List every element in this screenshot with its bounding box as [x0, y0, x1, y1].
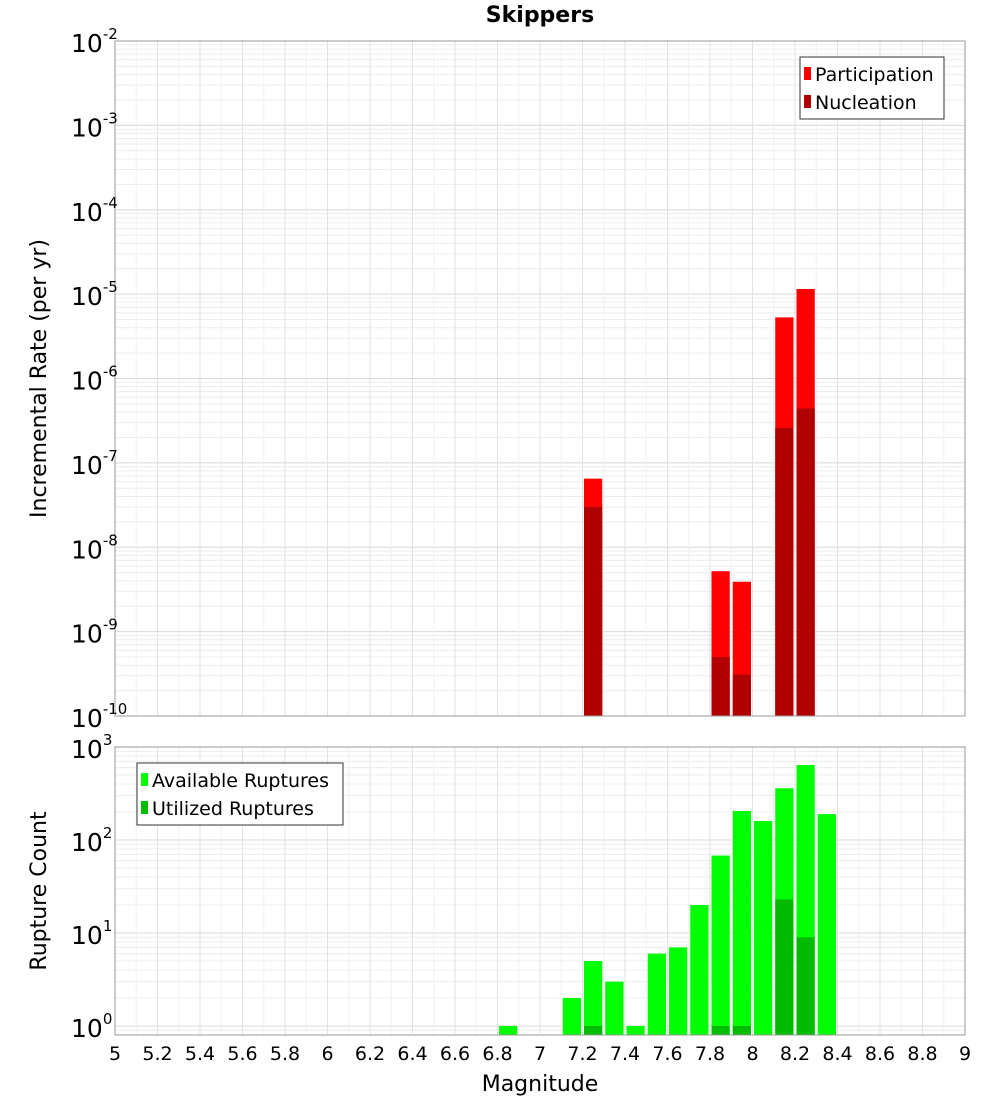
x-tick-label: 7 — [534, 1043, 546, 1065]
x-tick-label: 5 — [109, 1043, 121, 1065]
y-tick-label: 10-10 — [71, 700, 127, 733]
legend-swatch — [141, 773, 148, 786]
bar-secondary — [732, 674, 751, 716]
bar-secondary — [711, 657, 730, 716]
y-axis-label: Rupture Count — [27, 811, 52, 971]
bar-primary — [605, 981, 624, 1035]
x-tick-label: 8.2 — [780, 1043, 810, 1065]
plot-frame — [114, 40, 966, 717]
bar-secondary — [796, 408, 815, 716]
x-tick-label: 7.6 — [652, 1043, 682, 1065]
x-tick-label: 6.2 — [355, 1043, 385, 1065]
y-axis-label: Incremental Rate (per yr) — [27, 239, 52, 518]
y-tick-label: 102 — [71, 824, 112, 857]
x-tick-label: 5.4 — [185, 1043, 215, 1065]
panel-2: 100 101 102 103 Rupture Count Available Ruptu… — [27, 731, 966, 1043]
bar-primary — [584, 960, 603, 1035]
legend-label: Available Ruptures — [152, 770, 329, 792]
x-tick-label: 7.8 — [695, 1043, 725, 1065]
bar-secondary — [775, 427, 794, 716]
bar-primary — [732, 811, 751, 1035]
x-tick-label: 5.6 — [227, 1043, 257, 1065]
chart-title: Skippers — [486, 3, 594, 28]
x-tick-label: 7.2 — [567, 1043, 597, 1065]
y-tick-label: 10-2 — [71, 25, 118, 58]
bar-secondary — [584, 506, 603, 716]
bar-secondary — [775, 899, 794, 1035]
x-tick-label: 8.6 — [865, 1043, 895, 1065]
bar-primary — [690, 904, 709, 1035]
y-tick-label: 10-6 — [71, 363, 118, 396]
legend-label: Nucleation — [815, 92, 917, 114]
x-tick-label: 5.2 — [142, 1043, 172, 1065]
legend-label: Utilized Ruptures — [152, 798, 314, 820]
bar-secondary — [732, 1025, 751, 1035]
legend-swatch — [804, 95, 811, 108]
legend: Available Ruptures Utilized Ruptures — [136, 762, 344, 826]
y-tick-label: 10-8 — [71, 531, 118, 564]
bar-primary — [562, 997, 581, 1035]
legend-box — [799, 56, 945, 120]
y-tick-label: 100 — [71, 1010, 112, 1043]
bar-secondary — [711, 1025, 730, 1035]
bar-secondary — [796, 937, 815, 1035]
legend-swatch — [141, 801, 148, 814]
bar-secondary — [584, 1025, 603, 1035]
x-axis-label: Magnitude — [482, 1072, 599, 1097]
bar-primary — [626, 1025, 645, 1035]
x-tick-label: 8.8 — [907, 1043, 937, 1065]
x-tick-label: 5.8 — [270, 1043, 300, 1065]
y-tick-label: 101 — [71, 917, 112, 950]
legend: Participation Nucleation — [799, 56, 945, 120]
bar-primary — [647, 953, 666, 1035]
plot-frame — [114, 746, 966, 1036]
x-tick-label: 6 — [321, 1043, 333, 1065]
bar-primary — [669, 947, 688, 1035]
bar-primary — [817, 814, 836, 1035]
y-tick-label: 103 — [71, 731, 112, 764]
legend-label: Participation — [815, 64, 934, 86]
y-tick-label: 10-7 — [71, 447, 118, 480]
y-tick-label: 10-3 — [71, 109, 118, 142]
x-tick-label: 8 — [746, 1043, 758, 1065]
panel-1: 10-10 10-9 10-8 10-7 10-6 10-5 10-4 10-3 10-2 Inc… — [27, 25, 966, 733]
legend-swatch — [804, 67, 811, 80]
x-tick-label: 7.4 — [610, 1043, 640, 1065]
y-tick-label: 10-9 — [71, 616, 118, 649]
x-tick-label: 6.4 — [397, 1043, 427, 1065]
x-tick-label: 6.6 — [440, 1043, 470, 1065]
x-tick-label: 9 — [959, 1043, 971, 1065]
x-tick-label: 8.4 — [822, 1043, 852, 1065]
y-tick-label: 10-5 — [71, 278, 118, 311]
bar-primary — [499, 1025, 518, 1035]
bar-primary — [754, 821, 773, 1035]
legend-box — [136, 762, 344, 826]
y-tick-label: 10-4 — [71, 194, 118, 227]
bar-primary — [711, 855, 730, 1035]
x-tick-label: 6.8 — [482, 1043, 512, 1065]
